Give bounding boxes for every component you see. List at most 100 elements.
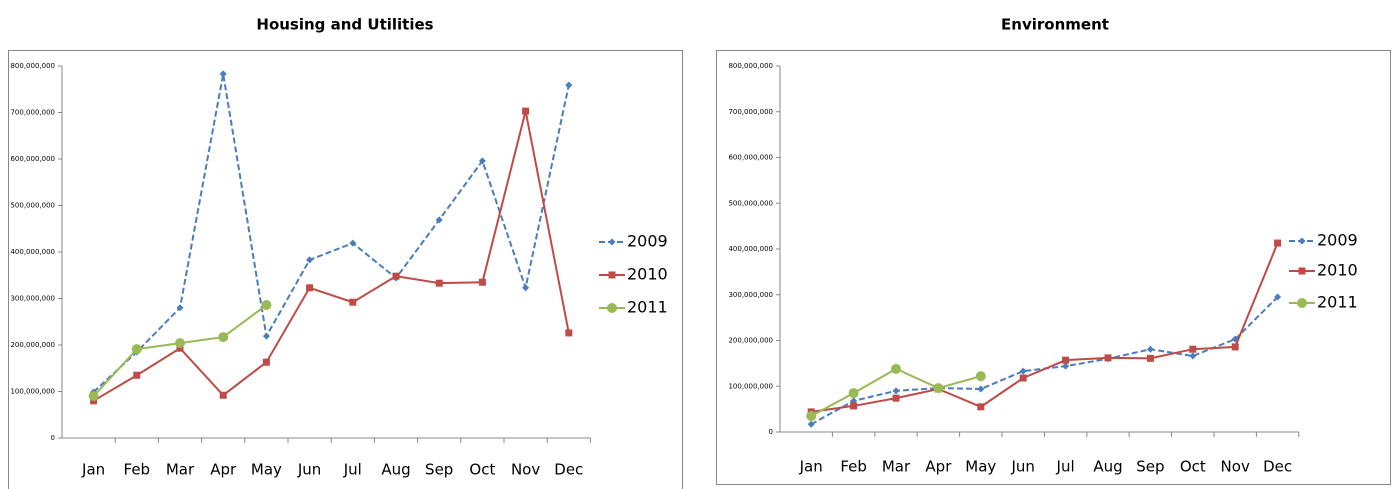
marker — [1146, 354, 1154, 362]
marker — [522, 284, 530, 292]
marker — [306, 284, 314, 292]
marker — [522, 107, 530, 115]
marker — [848, 388, 859, 399]
x-tick-label: Jan — [799, 458, 823, 476]
y-tick-label: 300,000,000 — [10, 295, 55, 303]
x-tick-label: Apr — [210, 461, 237, 479]
marker — [806, 410, 817, 421]
marker — [133, 371, 141, 379]
marker — [261, 300, 272, 311]
marker — [131, 344, 142, 355]
marker — [1104, 354, 1112, 362]
chart: Housing and Utilities 0 100,000,000 200,000… — [10, 16, 667, 479]
y-tick-label: 0 — [769, 428, 773, 436]
marker — [1298, 237, 1306, 245]
marker — [392, 272, 400, 280]
chart-frame — [8, 50, 683, 489]
marker — [977, 403, 985, 411]
x-tick-label: Mar — [882, 458, 911, 476]
x-tick-label: Dec — [1263, 458, 1292, 476]
x-tick-label: Jul — [343, 461, 362, 479]
x-tick-label: Sep — [1136, 458, 1164, 476]
chart-title: Environment — [1001, 16, 1109, 34]
x-tick-label: Jul — [1056, 458, 1075, 476]
marker — [850, 402, 858, 410]
chart: Environment 0 100,000,000 200,000,000 300,00… — [728, 16, 1357, 476]
marker — [1019, 367, 1027, 375]
marker — [88, 391, 99, 402]
marker — [565, 81, 573, 89]
marker — [435, 279, 443, 287]
marker — [478, 278, 486, 286]
marker — [176, 304, 184, 312]
legend-label: 2009 — [627, 232, 668, 251]
x-tick-label: May — [251, 461, 282, 479]
marker — [218, 332, 229, 343]
marker — [892, 394, 900, 402]
marker — [1189, 345, 1197, 353]
marker — [1274, 239, 1282, 247]
chart-title: Housing and Utilities — [256, 16, 433, 34]
marker — [565, 329, 573, 337]
x-tick-label: May — [965, 458, 996, 476]
marker — [975, 371, 986, 382]
marker — [219, 70, 227, 78]
y-tick-label: 500,000,000 — [728, 199, 773, 207]
y-tick-label: 500,000,000 — [10, 202, 55, 210]
marker — [807, 420, 815, 428]
y-tick-label: 300,000,000 — [728, 291, 773, 299]
legend-label: 2011 — [627, 298, 668, 317]
marker — [607, 303, 617, 313]
series-line — [93, 110, 570, 402]
x-tick-label: Feb — [840, 458, 867, 476]
marker — [1062, 362, 1070, 370]
marker — [1189, 352, 1197, 360]
y-tick-label: 600,000,000 — [10, 155, 55, 163]
marker — [977, 385, 985, 393]
x-tick-label: Nov — [511, 461, 540, 479]
x-tick-label: Aug — [1093, 458, 1122, 476]
y-tick-label: 400,000,000 — [728, 245, 773, 253]
legend-label: 2011 — [1317, 293, 1358, 312]
marker — [435, 216, 443, 224]
marker — [608, 238, 616, 246]
y-tick-label: 700,000,000 — [728, 108, 773, 116]
y-tick-label: 200,000,000 — [728, 337, 773, 345]
chart-frame — [716, 50, 1391, 485]
legend-label: 2009 — [1317, 231, 1358, 250]
x-tick-label: Mar — [166, 461, 195, 479]
x-tick-label: Jun — [297, 461, 321, 479]
x-tick-label: Jun — [1010, 458, 1034, 476]
marker — [1062, 356, 1070, 364]
marker — [175, 338, 185, 349]
marker — [349, 298, 357, 306]
x-tick-label: Jan — [81, 461, 105, 479]
y-tick-label: 100,000,000 — [728, 382, 773, 390]
y-tick-label: 800,000,000 — [10, 62, 55, 70]
marker — [891, 363, 901, 374]
y-tick-label: 100,000,000 — [10, 388, 55, 396]
y-tick-label: 200,000,000 — [10, 341, 55, 349]
legend-label: 2010 — [1317, 261, 1358, 280]
x-tick-label: Aug — [381, 461, 410, 479]
marker — [262, 358, 270, 366]
y-tick-label: 0 — [51, 434, 55, 442]
marker — [219, 391, 227, 399]
marker — [1019, 374, 1027, 382]
marker — [1274, 293, 1282, 301]
y-tick-label: 600,000,000 — [728, 154, 773, 162]
x-tick-label: Nov — [1221, 458, 1250, 476]
y-tick-label: 700,000,000 — [10, 109, 55, 117]
marker — [933, 383, 944, 394]
marker — [1146, 345, 1154, 353]
marker — [176, 344, 184, 352]
x-tick-label: Oct — [1180, 458, 1206, 476]
marker — [1297, 298, 1307, 308]
marker — [1298, 267, 1306, 275]
x-tick-label: Apr — [925, 458, 952, 476]
series-line — [810, 296, 1279, 426]
marker — [478, 157, 486, 165]
marker — [306, 256, 314, 264]
y-tick-label: 400,000,000 — [10, 248, 55, 256]
